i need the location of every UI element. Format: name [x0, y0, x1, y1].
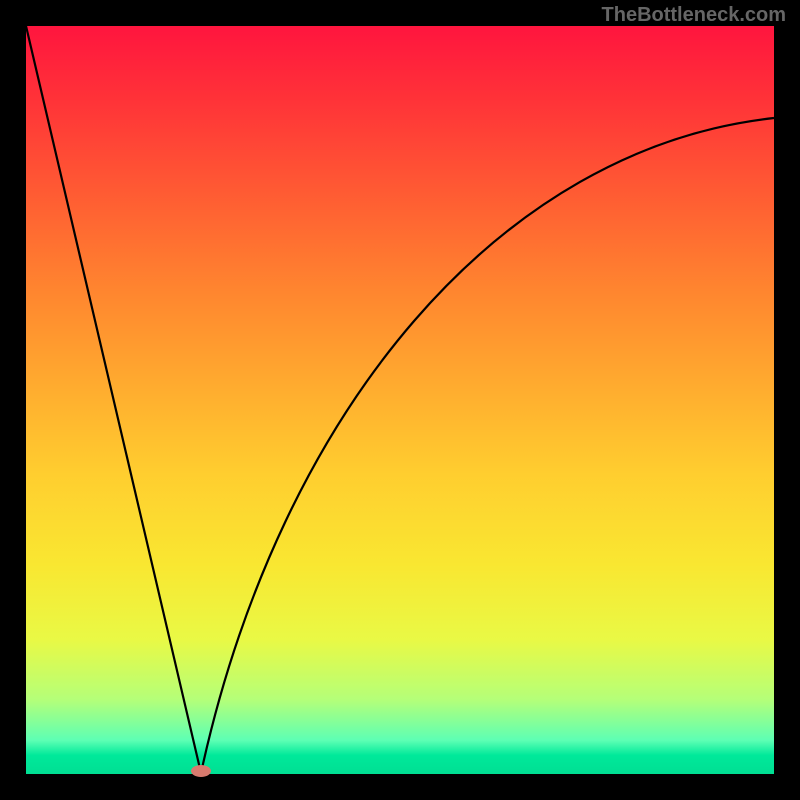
watermark-text: TheBottleneck.com [602, 4, 786, 27]
optimal-point-marker [191, 765, 211, 777]
chart-svg [0, 0, 800, 800]
chart-plot-area [26, 26, 774, 774]
bottleneck-chart: TheBottleneck.com [0, 0, 800, 800]
